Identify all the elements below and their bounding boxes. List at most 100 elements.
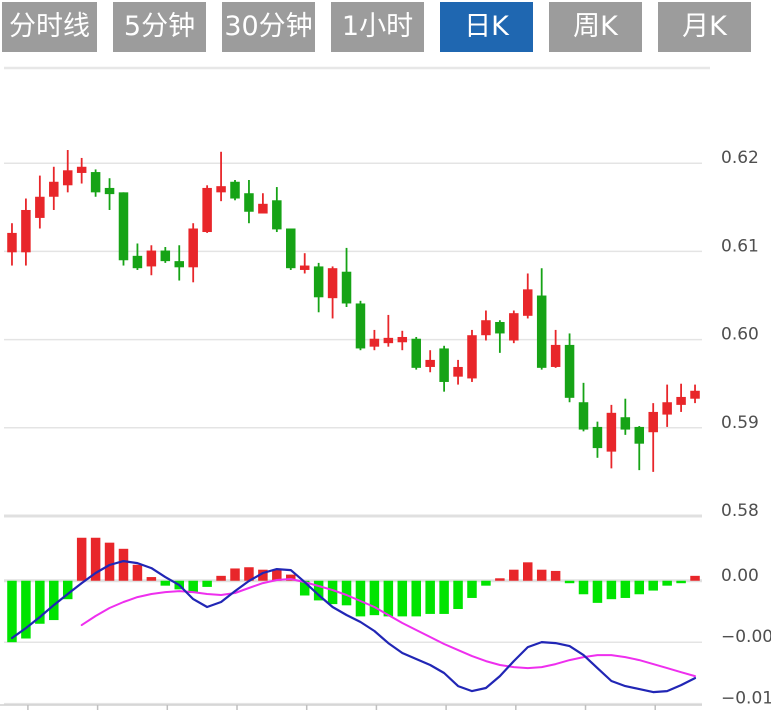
macd-bar xyxy=(620,580,631,598)
candle xyxy=(411,338,421,368)
svg-text:0.59: 0.59 xyxy=(721,413,759,433)
macd-bar xyxy=(202,580,212,587)
macd-bar xyxy=(592,580,603,603)
candle xyxy=(564,344,575,398)
candle xyxy=(313,266,324,298)
macd-bar xyxy=(230,568,240,581)
candle xyxy=(21,209,31,253)
macd-bar xyxy=(383,580,394,617)
svg-text:−0.01: −0.01 xyxy=(721,689,771,709)
macd-bar xyxy=(536,569,547,581)
svg-text:−0.00: −0.00 xyxy=(721,627,771,647)
candle xyxy=(188,228,198,268)
tab-weekly-k[interactable]: 周K xyxy=(549,2,642,52)
candle xyxy=(160,250,171,262)
macd-bar xyxy=(104,542,115,581)
candle xyxy=(606,412,617,452)
macd-bar xyxy=(160,580,171,586)
candle xyxy=(327,268,338,299)
macd-bar xyxy=(564,580,575,584)
macd-bar xyxy=(76,537,87,581)
candle xyxy=(355,303,366,349)
macd-bar xyxy=(21,580,31,639)
svg-text:0.61: 0.61 xyxy=(721,236,759,256)
candle xyxy=(509,313,519,341)
macd-bar xyxy=(327,580,338,605)
candle xyxy=(536,295,547,368)
macd-bar xyxy=(397,580,408,617)
tab-5min[interactable]: 5分钟 xyxy=(113,2,206,52)
macd-axis-labels: 0.00 −0.00 −0.01 xyxy=(721,566,771,709)
main-grid xyxy=(4,66,710,518)
candle xyxy=(439,348,449,382)
svg-text:0.58: 0.58 xyxy=(721,501,759,521)
candle xyxy=(118,192,129,261)
candle xyxy=(676,396,686,405)
candle xyxy=(299,265,310,270)
candle xyxy=(7,232,17,253)
macd-bar xyxy=(481,580,491,586)
candle xyxy=(244,193,254,212)
macd-bar xyxy=(509,569,519,581)
macd-bar xyxy=(453,580,463,610)
macd-bar xyxy=(341,580,352,606)
candle xyxy=(467,335,477,379)
candle xyxy=(146,250,157,267)
candle xyxy=(495,321,505,334)
macd-bar xyxy=(355,580,366,617)
macd-bar xyxy=(62,580,73,600)
candle xyxy=(383,337,394,344)
macd-bar xyxy=(690,575,700,581)
candle xyxy=(230,181,240,199)
macd-bar xyxy=(578,580,589,595)
tab-daily-k[interactable]: 日K xyxy=(440,2,533,52)
x-axis xyxy=(0,704,702,710)
tab-minute-line[interactable]: 分时线 xyxy=(2,2,97,52)
candle xyxy=(369,338,380,347)
tab-1hour[interactable]: 1小时 xyxy=(331,2,424,52)
price-axis-labels: 0.62 0.61 0.60 0.59 0.58 xyxy=(721,148,759,521)
candle xyxy=(550,344,561,367)
candle xyxy=(174,261,184,268)
macd-bar xyxy=(411,580,421,617)
macd-bar xyxy=(90,537,101,581)
macd-bar xyxy=(606,580,617,600)
candle xyxy=(662,402,672,415)
tab-30min[interactable]: 30分钟 xyxy=(222,2,315,52)
candle xyxy=(258,203,268,214)
candle xyxy=(341,271,352,304)
macd-bar xyxy=(648,580,658,591)
macd-bar xyxy=(550,570,561,581)
candle xyxy=(286,228,296,269)
macd-bar xyxy=(495,578,505,581)
candle xyxy=(132,255,143,269)
macd-bar xyxy=(244,567,254,581)
dea-line xyxy=(80,578,696,678)
candle xyxy=(104,187,115,195)
dif-line xyxy=(10,559,697,694)
macd-histogram xyxy=(7,537,700,643)
candle xyxy=(523,289,533,316)
candle xyxy=(634,426,645,444)
macd-bar xyxy=(286,574,296,581)
candle xyxy=(578,402,589,430)
svg-text:0.60: 0.60 xyxy=(721,325,759,345)
macd-bar xyxy=(662,580,672,586)
tab-monthly-k[interactable]: 月K xyxy=(658,2,751,52)
macd-bar xyxy=(216,575,226,581)
candle xyxy=(648,411,658,433)
macd-bar xyxy=(313,580,324,601)
candle xyxy=(453,366,463,377)
macd-bar xyxy=(7,580,17,643)
macd-bar xyxy=(467,580,477,598)
macd-bar xyxy=(146,577,157,581)
candle xyxy=(49,181,59,197)
candle xyxy=(35,196,45,218)
svg-text:0.62: 0.62 xyxy=(721,148,759,168)
macd-bar xyxy=(49,580,59,621)
macd-bar xyxy=(118,548,129,581)
candle xyxy=(90,172,101,193)
candle xyxy=(620,417,631,430)
